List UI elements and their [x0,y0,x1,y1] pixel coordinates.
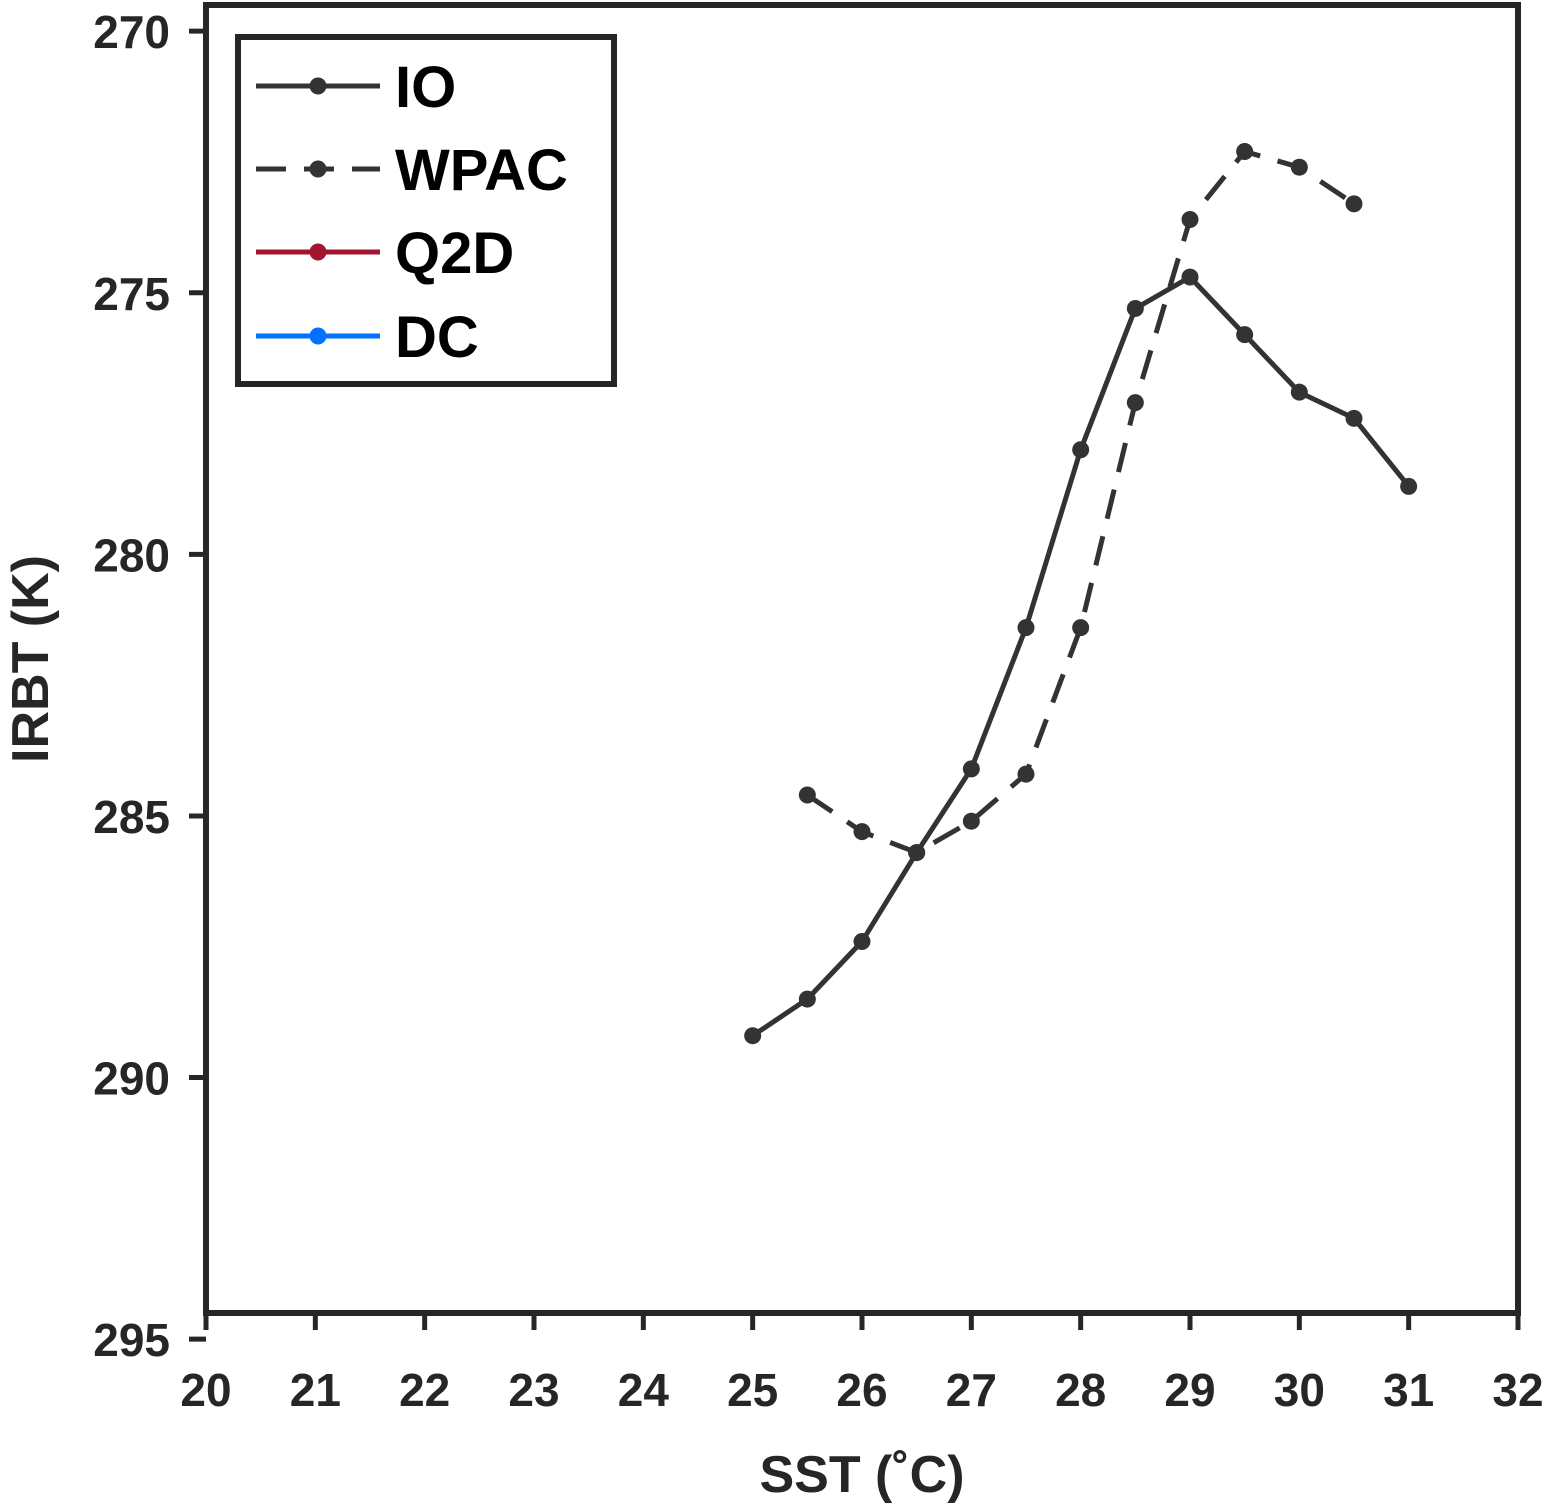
legend-marker-io [309,77,327,95]
data-point-wpac [1345,195,1363,213]
x-tick-label: 30 [1274,1364,1325,1416]
axes: 20 21 22 23 24 25 26 27 28 29 30 31 32 270 275 280 285 29… [93,2,1544,1416]
data-point-io [962,760,980,778]
data-point-wpac [1236,142,1254,160]
legend-label-dc: DC [395,305,479,370]
data-point-wpac [1017,765,1035,783]
data-point-io [1072,441,1090,459]
data-point-io [798,990,816,1008]
x-tick-label: 29 [1164,1364,1215,1416]
y-tick-label: 280 [93,529,170,581]
legend-marker-wpac [309,160,327,178]
x-tick-label: 22 [399,1364,450,1416]
data-point-io [1017,619,1035,637]
data-point-wpac [1290,158,1308,176]
x-tick-label: 31 [1383,1364,1434,1416]
x-axis-title: SST (˚C) [759,1446,964,1504]
data-point-io [744,1027,762,1045]
data-point-wpac [962,812,980,830]
data-point-io [1290,383,1308,401]
x-tick-label: 28 [1055,1364,1106,1416]
data-point-wpac [853,823,871,841]
legend-box [235,34,617,387]
data-point-io [853,933,871,951]
x-tick-label: 25 [727,1364,778,1416]
y-tick-label: 275 [93,268,170,320]
x-tick-label: 32 [1492,1364,1543,1416]
series-line-wpac [805,149,1356,856]
plot-series [744,142,1418,1045]
legend-marker-q2d [309,243,327,261]
x-tick-label: 27 [946,1364,997,1416]
legend-marker-dc [309,327,327,345]
data-point-wpac [1126,394,1144,412]
data-point-io [1345,409,1363,427]
data-point-wpac [1181,211,1199,229]
x-tick-label: 20 [180,1364,231,1416]
y-tick-label: 285 [93,791,170,843]
x-tick-label: 26 [836,1364,887,1416]
legend: IO WPAC Q2D DC [235,34,617,387]
x-tick-label: 21 [290,1364,341,1416]
data-point-io [1400,477,1418,495]
y-tick-label: 270 [93,6,170,58]
x-tick-label: 23 [508,1364,559,1416]
data-point-io [1181,268,1199,286]
legend-label-io: IO [395,55,456,120]
legend-label-wpac: WPAC [395,138,568,203]
series-line-io [751,274,1411,1038]
legend-label-q2d: Q2D [395,221,514,286]
data-point-wpac [908,844,926,862]
data-point-wpac [798,786,816,804]
y-tick-label: 290 [93,1053,170,1105]
data-point-io [1126,299,1144,317]
data-point-io [1236,326,1254,344]
x-tick-label: 24 [618,1364,670,1416]
y-tick-label: 295 [93,1314,170,1366]
data-point-wpac [1072,619,1090,637]
y-axis-title: IRBT (K) [2,555,60,763]
